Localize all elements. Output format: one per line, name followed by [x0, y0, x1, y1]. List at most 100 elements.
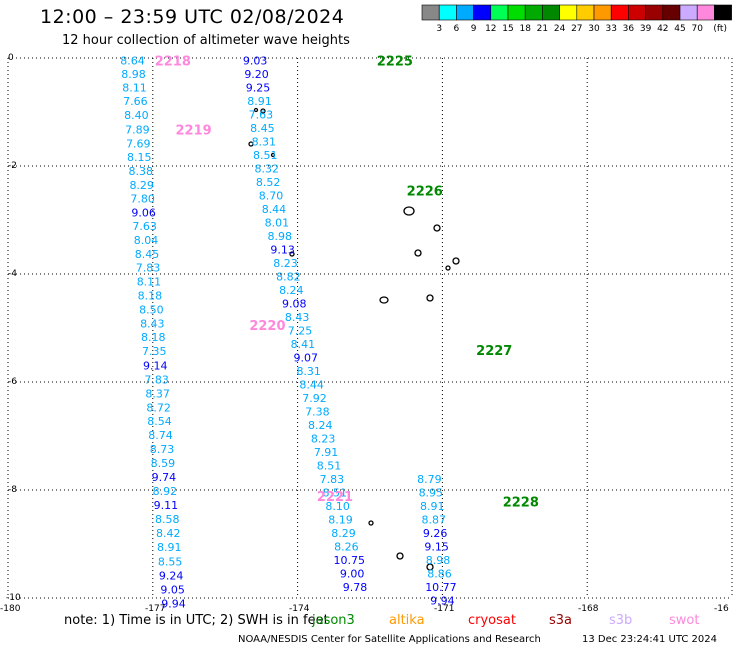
wave-height-value: 7.63: [132, 220, 157, 233]
generated-timestamp: 13 Dec 23:24:41 UTC 2024: [582, 634, 717, 645]
pass-number-label: 2228: [503, 495, 539, 510]
color-scale-swatch: [593, 4, 612, 21]
x-tick-label: -168: [578, 604, 599, 614]
wave-height-value: 9.24: [159, 569, 184, 582]
wave-height-value: 8.31: [252, 136, 277, 149]
wave-height-value: 8.73: [150, 443, 175, 456]
wave-height-value: 9.94: [161, 597, 186, 610]
y-tick-label: -10: [6, 593, 21, 603]
color-scale-label: 70: [691, 24, 703, 34]
wave-height-value: 8.70: [259, 190, 284, 203]
color-scale-swatch: [507, 4, 526, 21]
wave-height-value: 7.63: [249, 109, 274, 122]
wave-height-value: 8.98: [267, 230, 292, 243]
wave-height-tracks: 8.648.988.117.668.407.897.698.158.388.29…: [120, 55, 456, 611]
island-icon: [379, 296, 389, 304]
wave-height-value: 8.32: [254, 163, 279, 176]
wave-height-value: 8.23: [311, 433, 336, 446]
wave-height-value: 7.80: [130, 192, 155, 205]
island-icon: [289, 251, 295, 257]
wave-height-value: 7.92: [302, 392, 327, 405]
wave-height-value: 9.94: [430, 595, 455, 608]
wave-height-value: 8.58: [155, 513, 180, 526]
wave-height-value: 7.89: [125, 123, 150, 136]
color-scale-label: 39: [640, 24, 652, 34]
wave-height-value: 8.45: [135, 248, 160, 261]
color-scale-label: 42: [657, 24, 668, 34]
wave-height-value: 8.19: [328, 514, 353, 527]
wave-height-value: 10.75: [333, 554, 365, 567]
island-icon: [368, 520, 374, 526]
wave-height-value: 8.72: [146, 401, 171, 414]
color-scale-label: 30: [588, 24, 600, 34]
pass-number-label: 2225: [377, 55, 413, 70]
wave-height-value: 8.95: [419, 487, 444, 500]
map-grid: [7, 57, 733, 599]
color-scale-swatch: [421, 4, 440, 21]
color-scale-swatch: [559, 4, 578, 21]
island-icon: [253, 107, 259, 113]
wave-height-value: 7.35: [142, 345, 167, 358]
color-scale-label: 9: [471, 24, 477, 34]
color-scale-unit: (ft): [713, 24, 727, 34]
pass-number-label: 2220: [249, 319, 285, 334]
wave-height-value: 9.08: [282, 298, 307, 311]
island-icon: [396, 552, 404, 560]
color-scale-swatch: [524, 4, 543, 21]
pass-number-label: 2218: [155, 55, 191, 70]
x-tick-label: -180: [0, 604, 21, 614]
y-tick-label: -2: [8, 161, 17, 171]
wave-height-value: 8.01: [265, 217, 290, 230]
color-scale-swatch: [714, 4, 732, 21]
wave-height-value: 8.92: [153, 485, 178, 498]
island-icon: [248, 141, 254, 147]
wave-height-value: 9.06: [131, 206, 156, 219]
wave-height-value: 9.11: [154, 499, 179, 512]
wave-height-value: 8.54: [147, 415, 172, 428]
wave-height-value: 7.83: [144, 373, 169, 386]
wave-height-value: 9.14: [143, 359, 168, 372]
wave-height-value: 8.87: [421, 514, 446, 527]
color-scale-swatch: [438, 4, 457, 21]
island-icon: [452, 257, 460, 265]
wave-height-value: 8.42: [156, 527, 181, 540]
x-tick-label: -177: [145, 604, 165, 614]
page-subtitle: 12 hour collection of altimeter wave hei…: [62, 33, 350, 48]
wave-height-value: 8.44: [262, 203, 287, 216]
wave-height-value: 8.18: [141, 331, 166, 344]
wave-height-value: 10.77: [425, 581, 457, 594]
island-icon: [433, 224, 441, 232]
wave-height-value: 7.69: [126, 137, 151, 150]
wave-height-value: 9.26: [423, 527, 448, 540]
wave-height-value: 8.04: [134, 234, 159, 247]
wave-height-value: 8.24: [308, 419, 333, 432]
wave-height-value: 8.18: [138, 290, 163, 303]
wave-height-value: 9.13: [270, 244, 295, 257]
color-scale-swatch: [610, 4, 629, 21]
color-scale-label: 27: [571, 24, 582, 34]
color-scale-swatch: [662, 4, 681, 21]
color-scale-swatch: [645, 4, 664, 21]
wave-height-value: 8.79: [417, 473, 442, 486]
color-scale-label: 3: [436, 24, 442, 34]
pass-number-label: 2221: [317, 490, 353, 505]
color-scale-label: 45: [674, 24, 685, 34]
island-icon: [270, 152, 276, 158]
wave-height-value: 8.37: [145, 387, 170, 400]
wave-height-value: 7.66: [123, 95, 148, 108]
wave-height-value: 7.91: [314, 446, 339, 459]
wave-height-value: 8.55: [158, 555, 183, 568]
color-scale-label: 21: [537, 24, 548, 34]
wave-height-value: 8.91: [157, 541, 182, 554]
color-scale-swatch: [490, 4, 509, 21]
y-tick-label: -4: [8, 269, 17, 279]
island-icon: [414, 249, 422, 257]
color-scale-label: 24: [554, 24, 566, 34]
wave-height-value: 7.38: [305, 406, 330, 419]
wave-height-value: 9.78: [343, 581, 368, 594]
wave-height-value: 9.20: [244, 68, 269, 81]
wave-height-value: 8.11: [122, 82, 147, 95]
wave-height-value: 8.24: [279, 284, 304, 297]
x-tick-label: -171: [434, 604, 454, 614]
wave-height-value: 8.45: [250, 122, 275, 135]
